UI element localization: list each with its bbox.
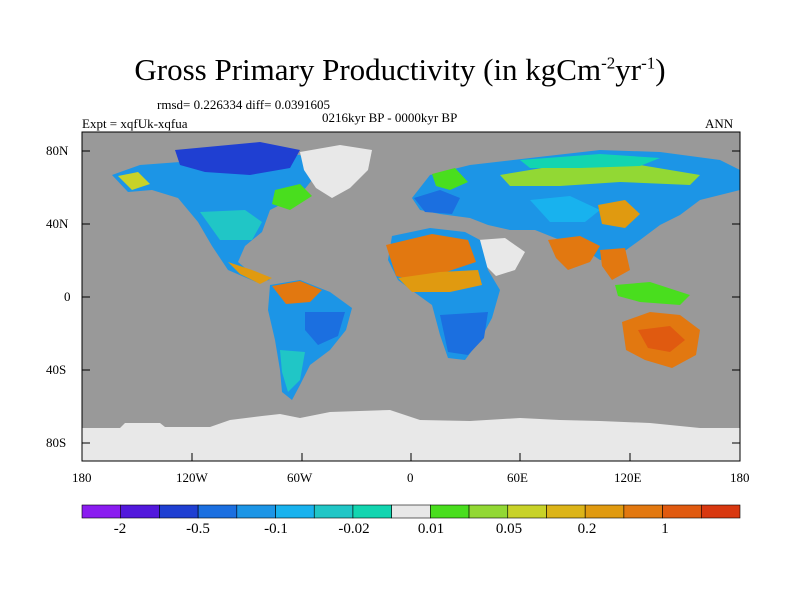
period-label: 0216kyr BP - 0000kyr BP	[322, 110, 458, 125]
longitude-ticks	[81, 453, 741, 461]
stats-text: rmsd= 0.226334 diff= 0.0391605	[157, 97, 330, 112]
lat-label-40n: 40N	[46, 216, 69, 231]
south-america-south	[280, 350, 305, 392]
scandinavia	[432, 168, 468, 190]
colorbar-swatch	[391, 504, 431, 519]
north-america-coast	[272, 184, 312, 210]
lat-label-80s: 80S	[46, 435, 67, 450]
europe-west	[414, 190, 460, 214]
central-asia	[530, 196, 600, 222]
africa-south	[440, 312, 488, 355]
south-america-north	[272, 281, 322, 304]
south-asia	[548, 236, 600, 270]
colorbar-swatch	[430, 504, 470, 519]
colorbar-swatch	[584, 504, 625, 519]
greenland	[300, 145, 372, 198]
lon-label-60e: 60E	[507, 470, 528, 485]
north-america-east	[200, 210, 262, 240]
colorbar-swatch	[159, 504, 199, 519]
lon-label-180e: 180	[730, 470, 750, 485]
arabia	[478, 238, 525, 276]
sahel	[398, 270, 482, 292]
lon-label-60w: 60W	[287, 470, 313, 485]
colorbar-swatch	[275, 504, 315, 519]
colorbar-label: 0.01	[417, 521, 445, 537]
latitude-ticks	[82, 150, 740, 444]
lon-label-0: 0	[407, 470, 414, 485]
title-main: Gross Primary Productivity (in kgCm	[134, 52, 602, 87]
title-sup-1: -2	[601, 53, 616, 73]
title-sup-2: -1	[641, 53, 656, 73]
siberia-band	[500, 165, 700, 186]
plot-title: Gross Primary Productivity (in kgCm-2yr-…	[0, 52, 800, 88]
map-field	[82, 132, 740, 461]
lon-label-180w: 180	[72, 470, 92, 485]
maritime-continent	[615, 282, 690, 305]
colorbar-label: 0.05	[495, 521, 523, 537]
title-mid: yr	[615, 52, 642, 87]
colorbar-label: 0.2	[577, 521, 597, 537]
lon-label-120w: 120W	[176, 470, 208, 485]
australia-interior	[638, 326, 685, 352]
lon-label-120e: 120E	[614, 470, 642, 485]
colorbar-label: -0.5	[186, 521, 210, 537]
lat-label-80n: 80N	[46, 143, 69, 158]
colorbar	[81, 504, 741, 519]
colorbar-swatch	[197, 504, 238, 519]
central-america	[228, 262, 272, 284]
colorbar-swatch	[236, 504, 276, 519]
north-america-west	[118, 172, 150, 190]
colorbar-swatch	[700, 504, 741, 519]
colorbar-swatch	[313, 504, 354, 519]
lat-label-0: 0	[64, 289, 71, 304]
colorbar-swatch	[662, 504, 702, 519]
east-asia	[598, 200, 640, 228]
antarctica	[82, 410, 740, 461]
colorbar-swatch	[546, 504, 586, 519]
season-label: ANN	[705, 116, 734, 131]
title-end: )	[655, 52, 666, 87]
colorbar-swatch	[468, 504, 509, 519]
colorbar-swatch	[81, 504, 122, 519]
colorbar-label: -0.1	[264, 521, 288, 537]
colorbar-label: 1	[661, 521, 669, 537]
lat-label-40s: 40S	[46, 362, 67, 377]
colorbar-label: -2	[113, 521, 127, 537]
colorbar-swatch	[120, 504, 160, 519]
south-america-east	[305, 312, 345, 345]
colorbar-swatch	[623, 504, 663, 519]
siberia-north	[520, 154, 660, 168]
experiment-label: Expt = xqfUk-xqfua	[82, 116, 188, 131]
indochina	[600, 248, 630, 280]
colorbar-label: -0.02	[338, 521, 370, 537]
north-america-north	[175, 142, 300, 175]
colorbar-swatch	[352, 504, 392, 519]
sahara	[386, 234, 476, 282]
colorbar-swatch	[507, 504, 547, 519]
